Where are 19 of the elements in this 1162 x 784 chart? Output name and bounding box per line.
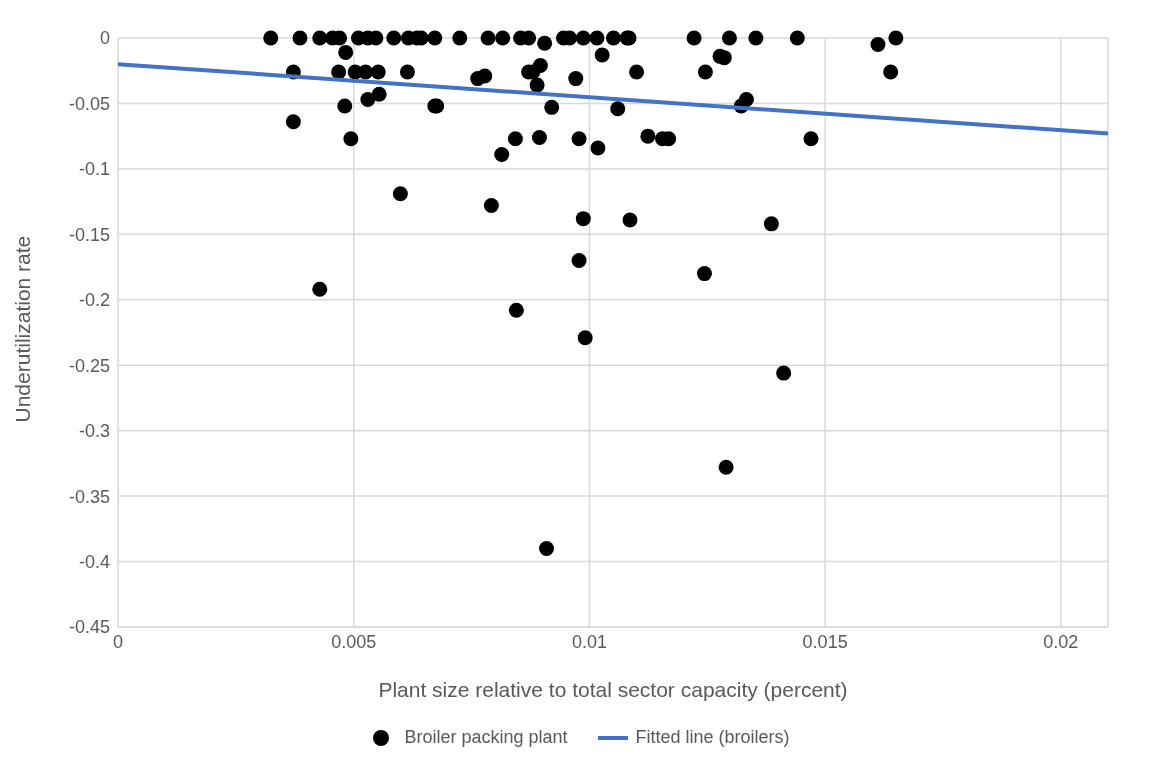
- y-axis-title: Underutilization rate: [11, 235, 35, 423]
- x-tick-label: 0.02: [1043, 631, 1079, 652]
- y-tick-label: -0.25: [68, 355, 110, 376]
- x-tick-label: 0.015: [802, 631, 848, 652]
- y-tick-label: -0.35: [68, 486, 110, 507]
- y-tick-label: -0.1: [78, 159, 110, 180]
- x-tick-label: 0.01: [571, 631, 607, 652]
- legend-label: Fitted line (broilers): [635, 727, 790, 748]
- x-axis-title: Plant size relative to total sector capacity (percent): [378, 678, 848, 701]
- x-tick-label: 0.005: [331, 631, 377, 652]
- y-tick-label: -0.3: [78, 421, 110, 442]
- y-tick-label: -0.05: [68, 93, 110, 114]
- y-tick-label: -0.2: [78, 290, 110, 311]
- y-tick-label: -0.45: [68, 617, 110, 638]
- y-tick-label: -0.15: [68, 224, 110, 245]
- legend-label: Broiler packing plant: [404, 727, 568, 748]
- x-tick-label: 0: [112, 631, 124, 652]
- y-tick-label: 0: [99, 28, 110, 49]
- y-tick-label: -0.4: [78, 551, 110, 572]
